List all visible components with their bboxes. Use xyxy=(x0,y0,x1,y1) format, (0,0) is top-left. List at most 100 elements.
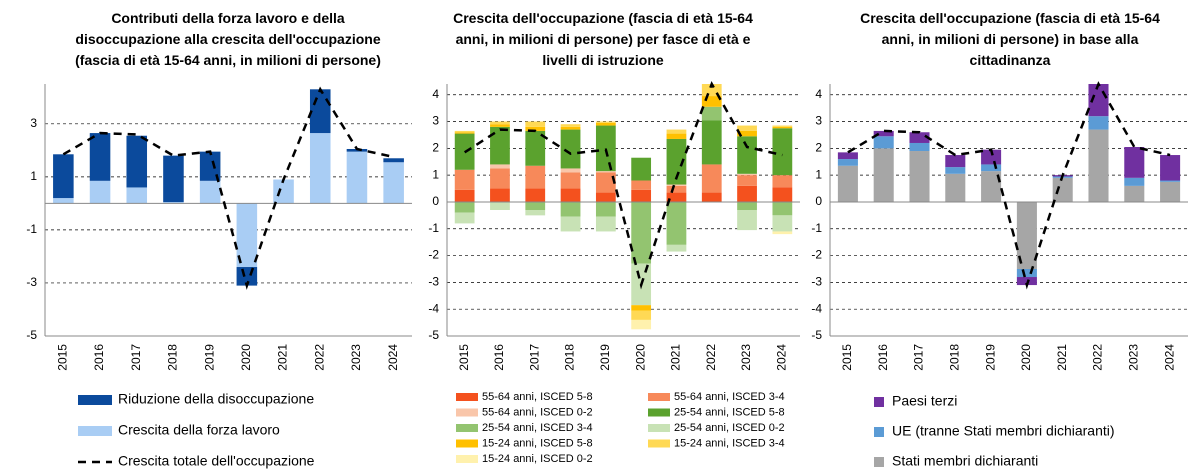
bar xyxy=(53,198,74,204)
bar xyxy=(1160,180,1181,182)
bar xyxy=(772,231,793,235)
bar xyxy=(53,154,74,199)
bar xyxy=(595,201,616,217)
bar xyxy=(909,142,930,152)
bar xyxy=(595,122,616,126)
bar xyxy=(560,126,581,130)
bar xyxy=(595,172,616,193)
bar xyxy=(490,121,510,125)
x-tick-label: 2018 xyxy=(947,344,961,371)
bar xyxy=(666,133,687,139)
y-tick-label: -3 xyxy=(811,275,822,289)
bar xyxy=(666,129,687,134)
bar xyxy=(737,130,757,137)
bar xyxy=(737,175,757,186)
bar xyxy=(560,124,581,127)
bar xyxy=(525,126,546,131)
legend-label: 25-54 anni, ISCED 3-4 xyxy=(482,422,593,434)
bar xyxy=(837,165,858,202)
legend-label: 25-54 anni, ISCED 5-8 xyxy=(674,406,785,418)
legend-label: 15-24 anni, ISCED 3-4 xyxy=(674,437,785,449)
y-tick-label: -1 xyxy=(428,221,439,235)
bar xyxy=(701,192,722,202)
bar xyxy=(873,136,894,149)
y-tick-label: 2 xyxy=(815,141,822,155)
x-tick-label: 2022 xyxy=(1091,344,1105,371)
y-tick-label: -3 xyxy=(26,275,37,289)
legend-label: 55-64 anni, ISCED 5-8 xyxy=(482,391,593,403)
y-tick-label: 0 xyxy=(432,194,439,208)
x-tick-label: 2024 xyxy=(775,344,789,371)
x-tick-label: 2024 xyxy=(1162,344,1176,371)
y-tick-label: 3 xyxy=(432,114,439,128)
legend-swatch xyxy=(456,424,478,432)
x-tick-label: 2024 xyxy=(386,344,400,371)
x-tick-label: 2017 xyxy=(527,344,541,371)
bar xyxy=(560,172,581,189)
x-tick-label: 2015 xyxy=(840,344,854,371)
bar xyxy=(89,133,111,181)
bar xyxy=(560,129,581,169)
bar xyxy=(126,135,148,188)
bar xyxy=(454,212,475,224)
y-tick-label: -1 xyxy=(811,221,822,235)
y-tick-label: 3 xyxy=(30,116,37,130)
legend-label: Crescita totale dell'occupazione xyxy=(118,453,315,469)
bar xyxy=(772,126,793,129)
total-line xyxy=(847,81,1171,290)
y-tick-label: 1 xyxy=(432,167,439,181)
x-tick-label: 2019 xyxy=(598,344,612,371)
bar xyxy=(525,201,546,210)
legend-label: Crescita della forza lavoro xyxy=(118,422,280,438)
y-tick-label: -5 xyxy=(428,328,439,342)
y-tick-label: 4 xyxy=(432,87,439,101)
bar xyxy=(772,128,793,176)
legend-label: 55-64 anni, ISCED 0-2 xyxy=(482,406,593,418)
y-tick-label: -2 xyxy=(811,248,822,262)
bar xyxy=(309,89,331,134)
bar xyxy=(1052,177,1073,202)
y-tick-label: -5 xyxy=(26,328,37,342)
bar xyxy=(737,125,757,131)
x-tick-label: 2016 xyxy=(876,344,890,371)
bar xyxy=(525,210,546,216)
bar xyxy=(945,167,966,174)
x-tick-label: 2022 xyxy=(704,344,718,371)
bar xyxy=(631,180,652,190)
bar xyxy=(701,96,722,107)
x-tick-label: 2023 xyxy=(349,344,363,371)
total-line xyxy=(463,81,783,290)
bar xyxy=(772,125,793,127)
bar xyxy=(490,124,510,127)
legend-label: 55-64 anni, ISCED 3-4 xyxy=(674,391,785,403)
bar xyxy=(666,201,687,245)
y-tick-label: -4 xyxy=(811,301,822,315)
bar xyxy=(595,216,616,232)
bar xyxy=(490,201,510,210)
bar xyxy=(525,165,546,189)
y-tick-label: -3 xyxy=(428,275,439,289)
bar xyxy=(454,169,475,190)
legend-swatch xyxy=(648,408,670,417)
bar xyxy=(525,121,546,127)
bar xyxy=(666,244,687,252)
bar xyxy=(560,216,581,232)
bar xyxy=(199,151,221,181)
bar xyxy=(837,152,858,160)
x-tick-label: 2022 xyxy=(312,344,326,371)
x-tick-label: 2021 xyxy=(1055,344,1069,371)
x-tick-label: 2018 xyxy=(563,344,577,371)
chart-title: Crescita dell'occupazione (fascia di età… xyxy=(860,10,1160,68)
bar xyxy=(909,151,930,202)
bar xyxy=(701,106,722,121)
bar xyxy=(1124,147,1145,178)
bar xyxy=(873,130,894,137)
y-tick-label: -4 xyxy=(428,301,439,315)
bar xyxy=(525,130,546,166)
bar xyxy=(490,164,510,169)
legend-swatch xyxy=(78,426,112,436)
bar xyxy=(631,157,652,181)
bar xyxy=(89,180,111,204)
bar xyxy=(666,192,687,202)
